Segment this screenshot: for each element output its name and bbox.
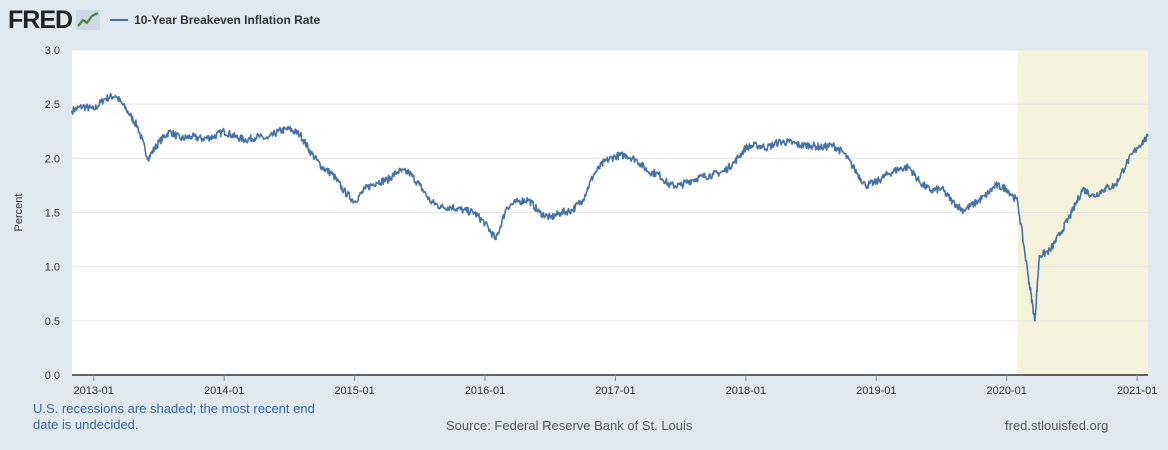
- legend: 10-Year Breakeven Inflation Rate: [110, 13, 320, 27]
- y-tick-label: 1.0: [45, 262, 60, 274]
- header: FRED 10-Year Breakeven Inflation Rate: [8, 6, 320, 34]
- x-tick-label: 2015-01: [334, 385, 374, 397]
- line-graph-icon: [76, 10, 101, 30]
- y-tick-label: 0.5: [45, 316, 60, 328]
- legend-label: 10-Year Breakeven Inflation Rate: [134, 13, 321, 27]
- recession-note: U.S. recessions are shaded; the most rec…: [33, 401, 315, 432]
- y-tick-label: 1.5: [45, 208, 60, 220]
- y-tick-label: 3.0: [45, 45, 60, 57]
- fred-logo[interactable]: FRED: [8, 5, 73, 34]
- x-tick-label: 2013-01: [74, 385, 114, 397]
- y-tick-label: 2.0: [45, 153, 60, 165]
- site-link[interactable]: fred.stlouisfed.org: [1005, 418, 1109, 433]
- x-tick-label: 2020-01: [987, 385, 1027, 397]
- y-tick-label: 0.0: [45, 370, 60, 382]
- x-tick-label: 2021-01: [1117, 385, 1157, 397]
- y-axis-label: Percent: [13, 194, 25, 232]
- source-text: Source: Federal Reserve Bank of St. Loui…: [446, 418, 693, 433]
- series-line: [71, 92, 1149, 322]
- x-tick-label: 2017-01: [595, 385, 635, 397]
- x-tick-label: 2016-01: [465, 385, 505, 397]
- x-tick-label: 2019-01: [856, 385, 896, 397]
- x-tick-label: 2018-01: [726, 385, 766, 397]
- x-tick-label: 2014-01: [204, 385, 244, 397]
- y-tick-label: 2.5: [45, 99, 60, 111]
- legend-swatch: [110, 19, 129, 21]
